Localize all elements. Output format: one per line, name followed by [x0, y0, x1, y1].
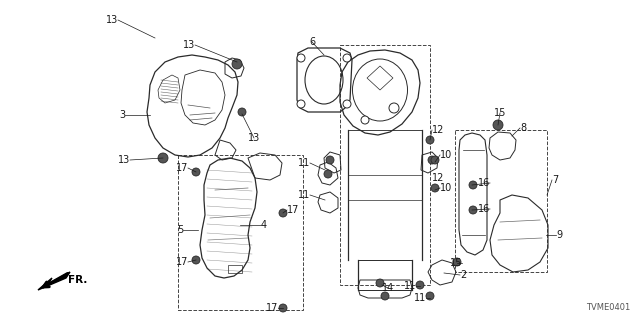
Text: 8: 8	[520, 123, 526, 133]
Circle shape	[232, 59, 242, 69]
Text: TVME0401: TVME0401	[586, 303, 630, 312]
Text: 11: 11	[413, 293, 426, 303]
Text: 13: 13	[118, 155, 130, 165]
Text: 14: 14	[382, 283, 394, 293]
Circle shape	[426, 136, 434, 144]
Circle shape	[158, 153, 168, 163]
Circle shape	[389, 103, 399, 113]
Circle shape	[426, 292, 434, 300]
Text: 7: 7	[552, 175, 558, 185]
Text: 2: 2	[460, 270, 467, 280]
Circle shape	[324, 170, 332, 178]
Text: 13: 13	[183, 40, 195, 50]
Text: 11: 11	[404, 281, 416, 291]
Text: 12: 12	[432, 125, 444, 135]
Text: 3: 3	[119, 110, 125, 120]
Text: 12: 12	[432, 173, 444, 183]
Circle shape	[297, 54, 305, 62]
Circle shape	[343, 54, 351, 62]
Text: 17: 17	[266, 303, 278, 313]
Text: 5: 5	[177, 225, 183, 235]
Text: 16: 16	[477, 178, 490, 188]
Text: 6: 6	[309, 37, 315, 47]
Circle shape	[493, 120, 503, 130]
Text: 15: 15	[450, 258, 462, 268]
Circle shape	[428, 156, 436, 164]
Circle shape	[469, 181, 477, 189]
Circle shape	[297, 100, 305, 108]
Circle shape	[192, 168, 200, 176]
Circle shape	[343, 100, 351, 108]
Text: 4: 4	[261, 220, 267, 230]
Circle shape	[238, 108, 246, 116]
Text: 17: 17	[287, 205, 300, 215]
Circle shape	[469, 206, 477, 214]
Text: 10: 10	[440, 150, 452, 160]
Circle shape	[279, 304, 287, 312]
Text: 9: 9	[556, 230, 562, 240]
Bar	[178, 155, 303, 310]
Text: 16: 16	[477, 204, 490, 214]
Circle shape	[416, 281, 424, 289]
Text: 11: 11	[298, 190, 310, 200]
Text: 11: 11	[298, 158, 310, 168]
Polygon shape	[38, 272, 70, 290]
Bar	[228, 265, 242, 273]
Text: 15: 15	[494, 108, 506, 118]
Circle shape	[431, 156, 439, 164]
Circle shape	[431, 184, 439, 192]
Text: 13: 13	[106, 15, 118, 25]
Text: FR.: FR.	[68, 275, 88, 285]
Circle shape	[376, 279, 384, 287]
Text: 17: 17	[175, 163, 188, 173]
Circle shape	[279, 209, 287, 217]
Bar	[455, 130, 547, 272]
Circle shape	[453, 258, 461, 266]
Circle shape	[381, 292, 389, 300]
Circle shape	[361, 116, 369, 124]
Circle shape	[192, 256, 200, 264]
Text: 10: 10	[440, 183, 452, 193]
Bar	[340, 45, 430, 285]
Text: 13: 13	[248, 133, 260, 143]
Text: 17: 17	[175, 257, 188, 267]
Circle shape	[326, 156, 334, 164]
